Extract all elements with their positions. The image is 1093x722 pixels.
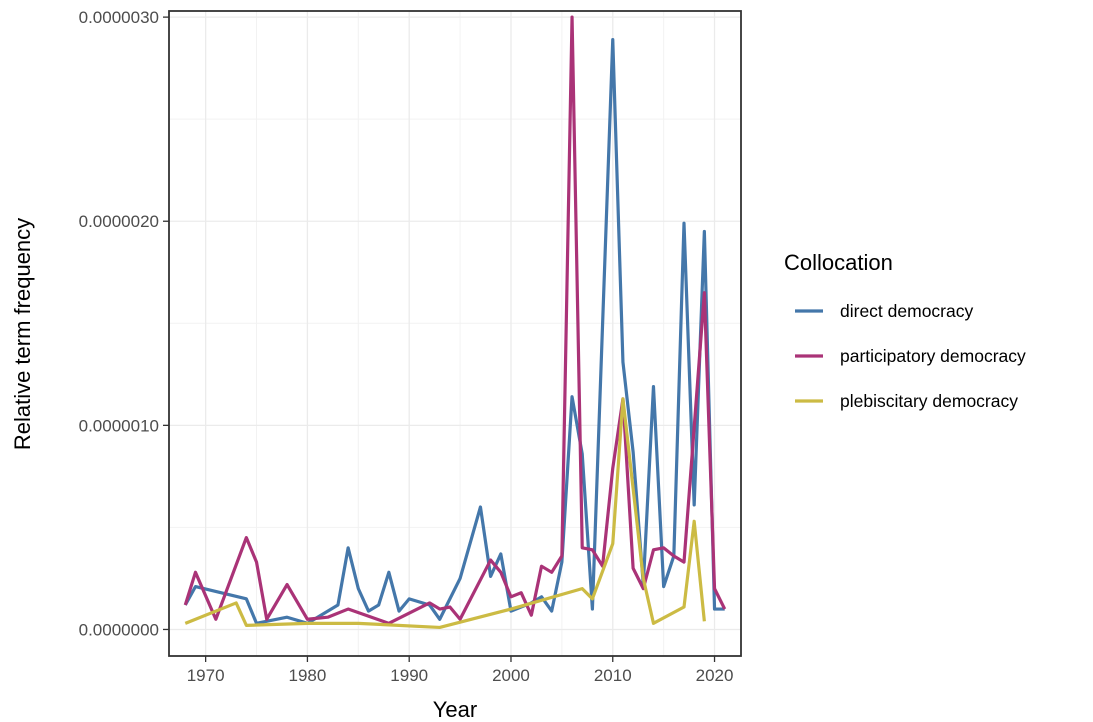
x-tick-label: 2000 (492, 666, 530, 685)
y-axis: 0.0000000 0.0000010 0.0000020 0.0000030 (79, 8, 169, 639)
x-tick-label: 2020 (696, 666, 734, 685)
x-tick-label: 1970 (187, 666, 225, 685)
grid-lines (169, 11, 741, 656)
data-series (183, 15, 727, 630)
x-tick-label: 2010 (594, 666, 632, 685)
y-axis-title: Relative term frequency (10, 218, 35, 450)
y-tick-label: 0.0000000 (79, 620, 159, 639)
panel-border (168, 10, 742, 657)
x-axis-title: Year (433, 697, 477, 722)
legend-label: participatory democracy (840, 346, 1026, 366)
x-tick-label: 1990 (390, 666, 428, 685)
legend-items: direct democracy participatory democracy p… (795, 301, 1026, 411)
x-axis: 1970 1980 1990 2000 2010 2020 (187, 656, 734, 685)
series-line-plebiscitary-democracy (184, 397, 706, 630)
legend-label: direct democracy (840, 301, 973, 321)
y-tick-label: 0.0000030 (79, 8, 159, 27)
legend: Collocation direct democracy participator… (784, 250, 1026, 411)
legend-label: plebiscitary democracy (840, 391, 1018, 411)
legend-title: Collocation (784, 250, 893, 275)
x-tick-label: 1980 (289, 666, 327, 685)
y-tick-label: 0.0000020 (79, 212, 159, 231)
y-tick-label: 0.0000010 (79, 416, 159, 435)
